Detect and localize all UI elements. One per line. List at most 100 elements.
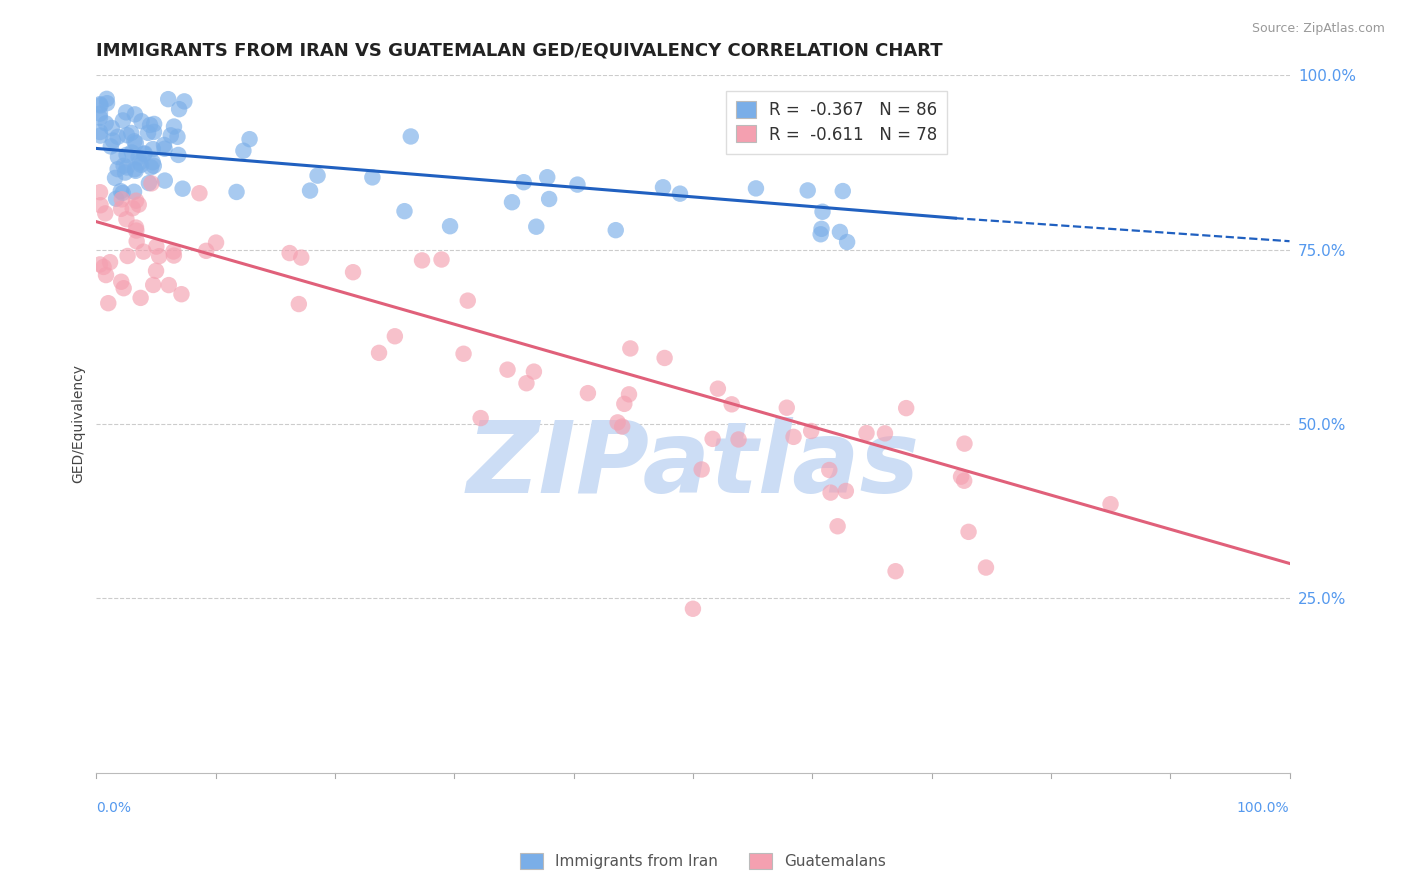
Point — [94, 268, 117, 282]
Point — [690, 462, 713, 476]
Point — [299, 184, 322, 198]
Point — [536, 170, 558, 185]
Point — [524, 219, 547, 234]
Point — [89, 97, 111, 112]
Point — [141, 177, 163, 191]
Point — [290, 251, 312, 265]
Point — [110, 184, 132, 198]
Point — [107, 150, 129, 164]
Point — [94, 206, 117, 220]
Point — [163, 120, 186, 134]
Point — [89, 111, 111, 125]
Point — [112, 159, 135, 173]
Point — [606, 416, 628, 430]
Point — [157, 278, 180, 293]
Point — [115, 105, 138, 120]
Point — [501, 195, 523, 210]
Point — [124, 134, 146, 148]
Point — [89, 128, 111, 143]
Point — [115, 161, 138, 175]
Point — [132, 147, 155, 161]
Point — [810, 222, 832, 236]
Point — [125, 136, 148, 150]
Point — [669, 186, 692, 201]
Point — [399, 129, 422, 144]
Point — [720, 397, 742, 411]
Point — [121, 145, 143, 160]
Point — [94, 116, 117, 130]
Y-axis label: GED/Equivalency: GED/Equivalency — [72, 365, 86, 483]
Point — [124, 107, 146, 121]
Point — [111, 113, 134, 128]
Point — [136, 126, 159, 140]
Point — [950, 469, 973, 483]
Point — [167, 102, 190, 116]
Point — [107, 129, 129, 144]
Point — [166, 129, 188, 144]
Point — [538, 192, 561, 206]
Point — [96, 96, 118, 111]
Point — [96, 92, 118, 106]
Point — [89, 125, 111, 139]
Point — [89, 257, 111, 271]
Point — [105, 192, 128, 206]
Point — [142, 277, 165, 292]
Point — [111, 192, 134, 206]
Point — [173, 95, 195, 109]
Point — [128, 155, 150, 169]
Point — [776, 401, 799, 415]
Text: ZIPatlas: ZIPatlas — [467, 417, 920, 515]
Point — [157, 92, 180, 106]
Point — [142, 142, 165, 156]
Point — [125, 194, 148, 208]
Point — [827, 519, 849, 533]
Point — [1099, 497, 1122, 511]
Point — [342, 265, 364, 279]
Point — [89, 106, 111, 120]
Point — [745, 181, 768, 195]
Point — [707, 382, 730, 396]
Point — [974, 560, 997, 574]
Point — [125, 223, 148, 237]
Point — [818, 463, 841, 477]
Point — [143, 125, 166, 139]
Point — [512, 175, 534, 189]
Point — [112, 281, 135, 295]
Point — [107, 162, 129, 177]
Point — [727, 433, 749, 447]
Point — [619, 342, 641, 356]
Point — [117, 249, 139, 263]
Point — [288, 297, 311, 311]
Point — [100, 120, 122, 135]
Point — [115, 128, 138, 143]
Point — [101, 134, 124, 148]
Point — [188, 186, 211, 201]
Point — [238, 132, 260, 146]
Point — [612, 419, 634, 434]
Point — [810, 227, 832, 242]
Point — [124, 162, 146, 177]
Point — [170, 287, 193, 301]
Point — [122, 185, 145, 199]
Point — [114, 165, 136, 179]
Point — [162, 244, 184, 259]
Point — [430, 252, 453, 267]
Point — [134, 146, 156, 161]
Point — [232, 144, 254, 158]
Point — [439, 219, 461, 234]
Point — [613, 397, 636, 411]
Text: Source: ZipAtlas.com: Source: ZipAtlas.com — [1251, 22, 1385, 36]
Point — [782, 430, 804, 444]
Point — [567, 178, 589, 192]
Point — [153, 142, 176, 156]
Point — [855, 426, 877, 441]
Point — [957, 524, 980, 539]
Point — [143, 117, 166, 131]
Point — [411, 253, 433, 268]
Point — [820, 485, 842, 500]
Point — [110, 202, 132, 216]
Text: 0.0%: 0.0% — [97, 800, 131, 814]
Point — [145, 264, 167, 278]
Point — [128, 197, 150, 211]
Point — [90, 198, 112, 212]
